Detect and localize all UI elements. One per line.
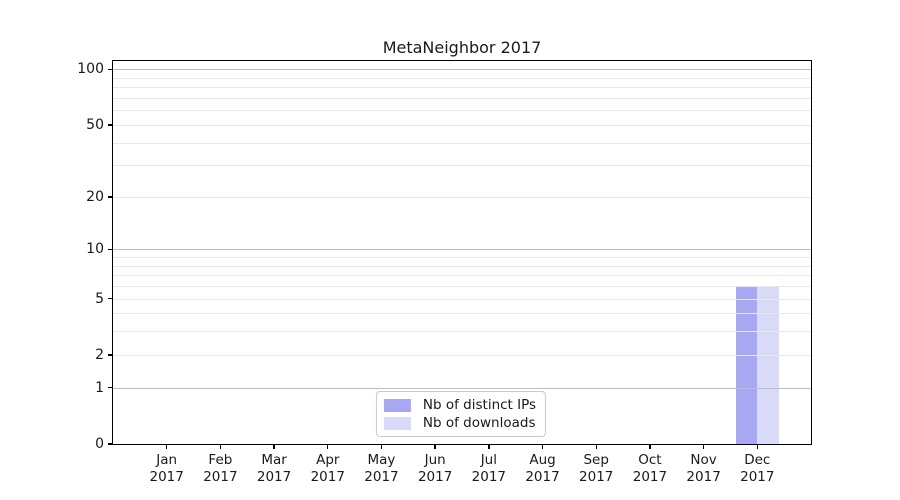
x-tick-label-line: 2017	[579, 469, 614, 485]
x-tick-label-line: Sep	[583, 452, 609, 468]
x-tick-mark	[756, 444, 758, 449]
y-tick-mark	[108, 124, 113, 126]
x-tick-label: Feb 2017	[190, 452, 250, 486]
x-tick-label-line: 2017	[632, 469, 668, 485]
minor-gridline	[113, 87, 811, 89]
y-tick-label: 50	[86, 116, 104, 133]
minor-gridline	[113, 331, 811, 333]
minor-gridline	[113, 77, 811, 79]
minor-gridline	[113, 354, 811, 356]
minor-gridline	[113, 275, 811, 277]
x-tick-mark	[595, 444, 597, 449]
x-tick-label-line: Jul	[480, 452, 497, 468]
x-tick-label-line: 2017	[256, 469, 292, 485]
x-tick-label: Oct 2017	[620, 452, 680, 486]
x-tick-mark	[273, 444, 275, 449]
chart-title: MetaNeighbor 2017	[382, 38, 542, 57]
minor-gridline	[113, 265, 811, 267]
legend-swatch-distinct-ips	[383, 398, 411, 412]
y-tick-label: 5	[95, 290, 104, 307]
x-tick-label-line: 2017	[417, 469, 453, 485]
minor-gridline	[113, 313, 811, 315]
x-tick-label: Mar 2017	[244, 452, 304, 486]
x-tick-mark	[165, 444, 168, 449]
x-tick-label-line: Apr	[316, 452, 340, 468]
minor-gridline	[113, 298, 811, 300]
x-tick-label: Jul 2017	[459, 452, 519, 486]
y-tick-mark	[108, 248, 113, 251]
minor-gridline	[113, 165, 811, 167]
minor-gridline	[113, 142, 811, 144]
legend-item-distinct-ips: Nb of distinct IPs	[383, 396, 537, 414]
x-tick-mark	[541, 444, 544, 449]
x-tick-label-line: 2017	[525, 469, 560, 485]
y-tick-label: 0	[95, 436, 104, 452]
x-tick-label: Apr 2017	[298, 452, 358, 486]
minor-gridline	[113, 124, 811, 126]
x-tick-mark	[219, 444, 222, 449]
x-tick-label-line: 2017	[149, 469, 184, 485]
minor-gridline	[113, 257, 811, 259]
y-tick-mark	[108, 354, 113, 356]
x-tick-label-line: 2017	[686, 469, 721, 485]
x-tick-label-line: May	[367, 452, 396, 468]
x-tick-label-line: 2017	[740, 469, 775, 485]
x-tick-label-line: Mar	[261, 452, 287, 468]
x-tick-label: Jun 2017	[405, 452, 465, 486]
y-tick-mark	[108, 387, 113, 389]
x-tick-label-line: Feb	[208, 452, 233, 468]
y-tick-mark	[108, 297, 113, 300]
y-tick-label: 2	[95, 346, 104, 363]
x-tick-label-line: 2017	[310, 469, 345, 485]
x-tick-label-line: 2017	[471, 469, 507, 485]
x-tick-label: May 2017	[351, 452, 411, 486]
major-gridline	[113, 387, 811, 389]
x-tick-mark	[702, 444, 705, 449]
minor-gridline	[113, 286, 811, 288]
x-tick-label: Jan 2017	[137, 452, 197, 486]
x-tick-label-line: Jan	[156, 452, 178, 468]
y-tick-label: 20	[86, 188, 104, 205]
x-tick-mark	[327, 444, 329, 449]
x-tick-label: Sep 2017	[566, 452, 626, 486]
x-tick-label-line: Jun	[424, 452, 446, 468]
major-gridline	[113, 69, 811, 71]
legend-label-downloads: Nb of downloads	[422, 415, 536, 431]
y-tick-mark	[108, 443, 113, 445]
legend-label-distinct-ips: Nb of distinct IPs	[422, 397, 537, 413]
x-tick-label-line: Oct	[638, 452, 662, 468]
bar-distinct-ips-11	[735, 286, 758, 444]
y-tick-mark	[108, 68, 113, 71]
y-tick-label: 1	[95, 379, 104, 396]
x-tick-label-line: 2017	[364, 469, 399, 485]
x-tick-mark	[488, 444, 490, 449]
x-tick-label-line: Aug	[529, 452, 556, 468]
legend-swatch-downloads	[383, 416, 411, 430]
x-tick-label: Aug 2017	[513, 452, 573, 486]
y-tick-label: 10	[86, 241, 104, 258]
bar-downloads-11	[757, 286, 779, 444]
x-tick-mark	[380, 444, 383, 449]
legend: Nb of distinct IPs Nb of downloads	[375, 391, 547, 437]
x-tick-mark	[434, 444, 436, 449]
legend-item-downloads: Nb of downloads	[383, 414, 536, 432]
y-tick-mark	[108, 196, 113, 198]
y-tick-label: 100	[77, 61, 104, 78]
x-tick-label: Nov 2017	[674, 452, 734, 486]
minor-gridline	[113, 97, 811, 99]
x-tick-label-line: Dec	[744, 452, 771, 468]
plot-area	[111, 59, 812, 445]
x-tick-mark	[649, 444, 651, 449]
x-tick-label-line: Nov	[690, 452, 717, 468]
minor-gridline	[113, 110, 811, 112]
x-tick-label: Dec 2017	[727, 452, 787, 486]
minor-gridline	[113, 196, 811, 198]
major-gridline	[113, 249, 811, 251]
x-tick-label-line: 2017	[203, 469, 238, 485]
